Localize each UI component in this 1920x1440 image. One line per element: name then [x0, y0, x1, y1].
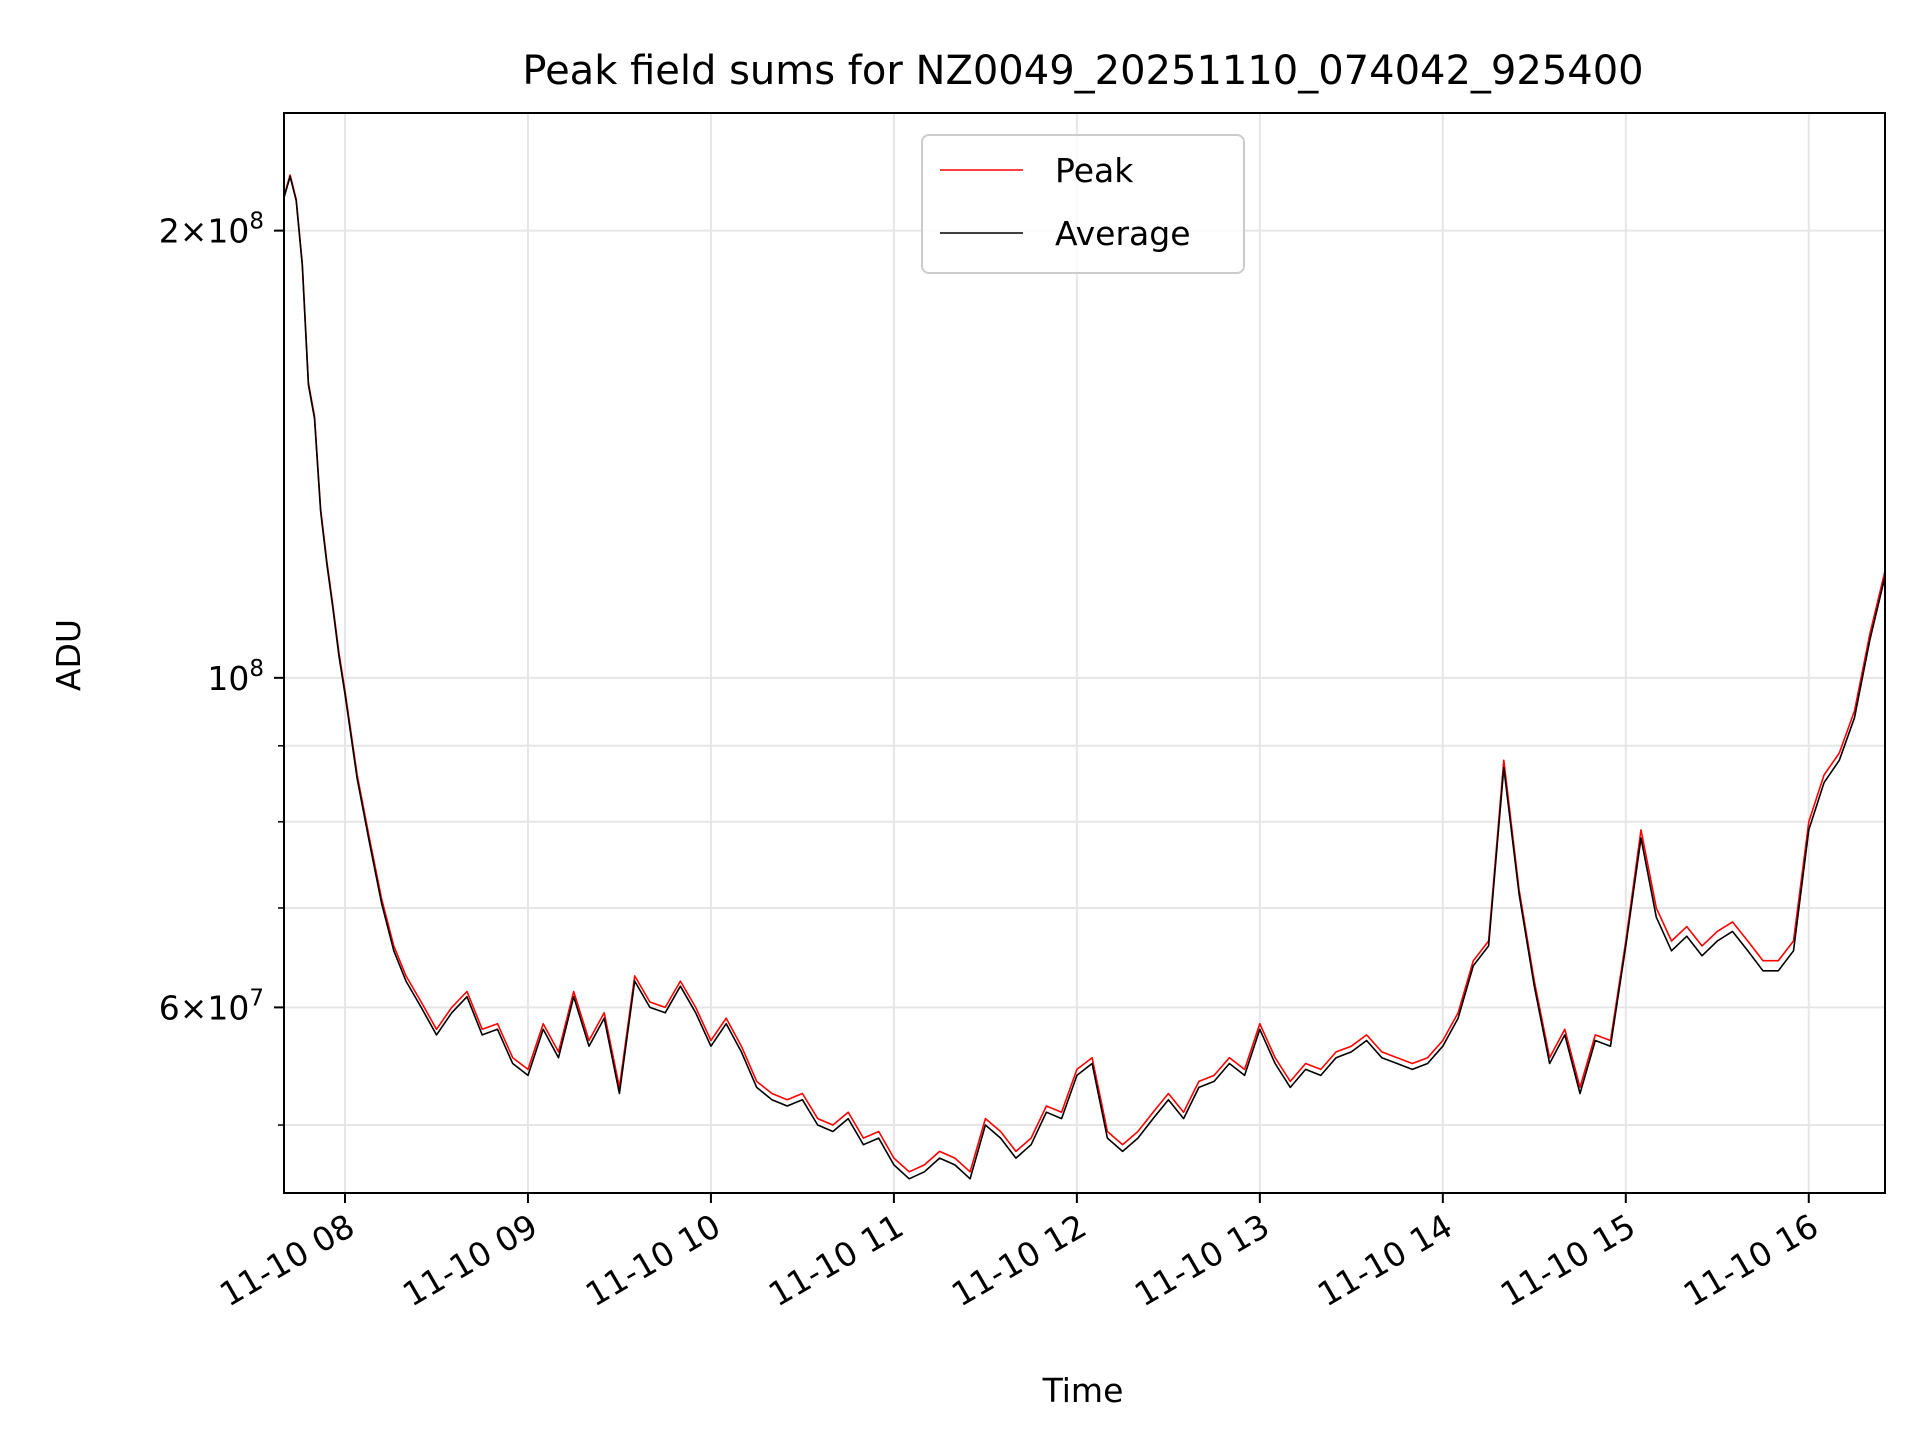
plot-frame	[283, 112, 1886, 1194]
series-lines	[283, 174, 1886, 1180]
series-line-average	[283, 175, 1886, 1180]
y-tick-label: 6×107	[159, 985, 264, 1027]
y-tick-label: 108	[207, 656, 264, 698]
chart-title: Peak field sums for NZ0049_20251110_0740…	[522, 48, 1643, 94]
legend-label-peak: Peak	[1055, 151, 1134, 190]
legend-label-average: Average	[1055, 214, 1191, 253]
series-line-peak	[283, 174, 1886, 1173]
grid	[284, 113, 1885, 1193]
y-axis-label: ADU	[49, 619, 88, 691]
y-tick-label: 2×108	[159, 209, 264, 251]
x-axis-label: Time	[1042, 1371, 1124, 1410]
legend: Peak Average	[921, 134, 1245, 274]
